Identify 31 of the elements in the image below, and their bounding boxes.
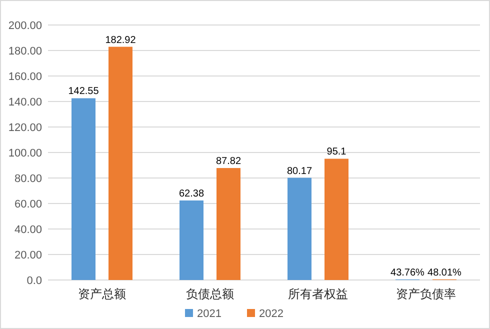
x-tick-label: 负债总额 xyxy=(186,287,234,301)
bar xyxy=(288,178,312,280)
data-label: 43.76% xyxy=(390,267,425,278)
legend-label: 2022 xyxy=(259,308,284,320)
y-tick-label: 120.00 xyxy=(8,122,42,134)
bar xyxy=(72,98,96,280)
bar xyxy=(108,46,132,280)
y-tick-label: 40.00 xyxy=(14,224,42,236)
data-label: 48.01% xyxy=(428,267,462,278)
y-tick-label: 140.00 xyxy=(8,96,42,108)
y-tick-label: 200.00 xyxy=(8,20,42,32)
y-tick-label: 60.00 xyxy=(14,198,42,210)
bar xyxy=(216,168,240,280)
data-label: 182.92 xyxy=(105,34,136,46)
x-tick-label: 所有者权益 xyxy=(288,287,348,301)
y-tick-label: 0.0 xyxy=(26,275,42,287)
bar xyxy=(180,200,204,280)
x-tick-label: 资产总额 xyxy=(78,287,126,301)
y-tick-label: 20.00 xyxy=(14,250,42,262)
data-label: 142.55 xyxy=(68,86,100,98)
x-tick-label: 资产负债率 xyxy=(396,287,456,301)
legend-label: 2021 xyxy=(197,308,222,320)
y-tick-label: 160.00 xyxy=(8,71,42,83)
data-label: 87.82 xyxy=(216,156,242,168)
y-tick-label: 180.00 xyxy=(8,46,42,58)
y-tick-label: 100.00 xyxy=(8,148,42,160)
data-label: 80.17 xyxy=(286,166,312,177)
bar xyxy=(324,158,348,280)
data-label: 95.1 xyxy=(326,146,347,158)
data-label: 62.38 xyxy=(178,188,204,200)
y-tick-label: 80.00 xyxy=(14,173,42,185)
